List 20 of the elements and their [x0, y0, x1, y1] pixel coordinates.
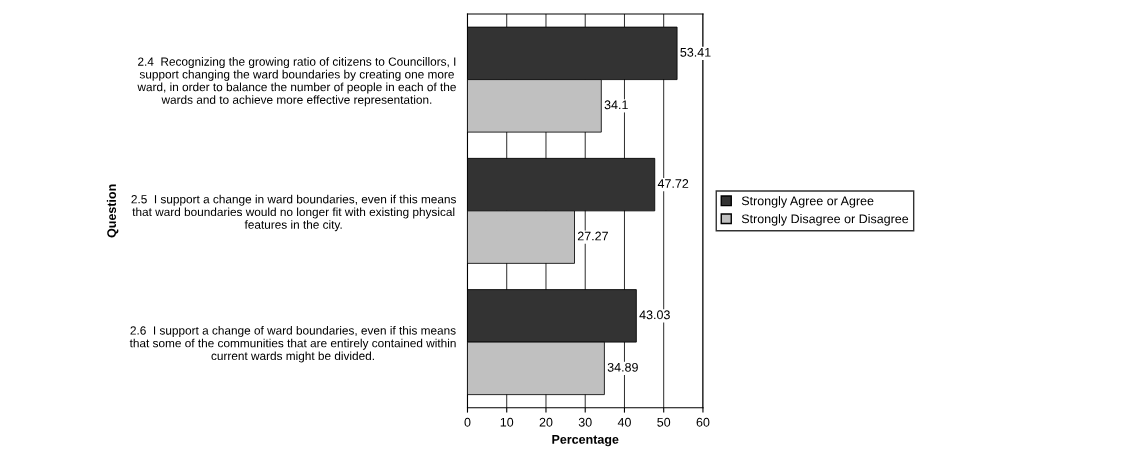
data-label: 27.27	[577, 231, 608, 241]
y-tick-label: 2.4 Recognizing the growing ratio of citizens to Councillors, I support changing the ward boundaries by creating one more ward, in order to balance the number of people in each of the wards and to achieve more effective representation.	[137, 57, 456, 107]
x-tick-label: 40	[617, 417, 631, 427]
y-tick-label: 2.5 I support a change in ward boundaries, even if this means that ward boundaries would no longer fit with existing physical features in the city.	[131, 194, 456, 232]
x-tick-label: 20	[539, 417, 553, 427]
x-tick-label: 50	[657, 417, 671, 427]
data-label: 53.41	[680, 47, 711, 57]
data-label: 43.03	[639, 310, 670, 320]
data-label: 47.72	[657, 179, 689, 188]
x-tick-label: 60	[696, 417, 710, 427]
y-tick-label: 2.6 I support a change of ward boundaries, even if this means that some of the communities that are entirely contained within current wards might be divided.	[129, 325, 456, 363]
x-tick-label: 0	[464, 417, 471, 427]
x-tick-label: 10	[500, 417, 514, 427]
legend-label: Strongly Agree or Agree	[741, 196, 874, 208]
x-axis-title: Percentage	[552, 435, 619, 447]
x-tick-label: 30	[578, 417, 592, 427]
data-label: 34.89	[607, 362, 638, 372]
legend-label: Strongly Disagree or Disagree	[741, 214, 909, 226]
data-label: 34.1	[604, 100, 628, 110]
y-axis-title: Question	[106, 184, 119, 238]
